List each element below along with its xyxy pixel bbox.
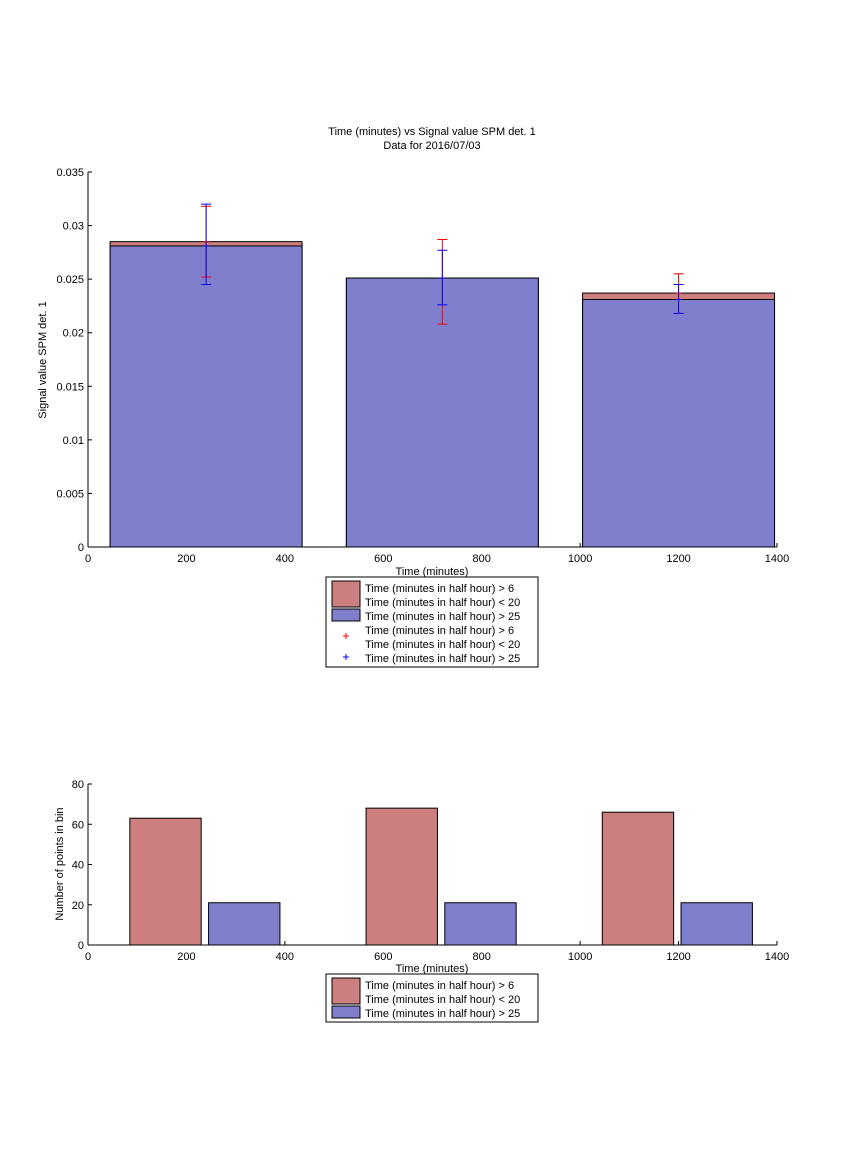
x-tick-label: 800 — [473, 553, 491, 565]
y-tick-label: 20 — [72, 900, 84, 912]
legend-box — [325, 973, 539, 1023]
y-tick-label: 40 — [72, 860, 84, 872]
x-tick-label: 1000 — [568, 553, 592, 565]
y-tick-label: 80 — [72, 779, 84, 791]
x-tick-label: 1200 — [666, 951, 690, 963]
legend-swatch — [331, 1005, 361, 1019]
bar-blue — [680, 902, 753, 946]
y-tick-label: 0 — [78, 542, 84, 554]
x-tick-label: 200 — [177, 553, 195, 565]
y-tick-label: 0.035 — [56, 167, 84, 179]
y-tick-label: 0.03 — [63, 221, 84, 233]
x-tick-label: 400 — [276, 553, 294, 565]
bar-red — [601, 811, 675, 946]
y-tick-label: 0.02 — [63, 328, 84, 340]
x-axis-label: Time (minutes) — [396, 963, 469, 975]
x-axis-label: Time (minutes) — [396, 566, 469, 578]
legend-box — [325, 576, 539, 668]
legend-swatch — [331, 580, 361, 608]
legend-label: Time (minutes in half hour) > 6 — [365, 625, 514, 637]
chart-title: Time (minutes) vs Signal value SPM det. … — [328, 126, 535, 138]
count-plot-area: 0 200 400 600 800 1000 1200 1400 0 20 40 60 80 — [72, 779, 789, 963]
x-tick-label: 0 — [85, 553, 91, 565]
bar-red — [129, 817, 202, 946]
y-tick-label: 0.005 — [56, 488, 84, 500]
legend-label: Time (minutes in half hour) > 25 — [365, 1008, 520, 1020]
count-chart: 0 200 400 600 800 1000 1200 1400 0 20 40 60 80 Time … — [54, 779, 789, 1023]
x-tick-label: 200 — [177, 951, 195, 963]
x-tick-label: 1400 — [765, 553, 789, 565]
bar-blue — [444, 902, 517, 946]
bar-red — [365, 807, 438, 946]
legend-label: Time (minutes in half hour) < 20 — [365, 639, 520, 651]
legend-swatch — [331, 608, 361, 622]
chart-subtitle: Data for 2016/07/03 — [383, 140, 480, 152]
x-tick-label: 1400 — [765, 951, 789, 963]
x-tick-label: 1000 — [568, 951, 592, 963]
legend-label: Time (minutes in half hour) < 20 — [365, 994, 520, 1006]
x-tick-label: 600 — [374, 951, 392, 963]
x-tick-label: 400 — [276, 951, 294, 963]
x-tick-label: 0 — [85, 951, 91, 963]
legend-label: Time (minutes in half hour) > 25 — [365, 611, 520, 623]
bar-blue — [109, 245, 303, 548]
y-axis-label: Number of points in bin — [54, 807, 66, 920]
y-tick-label: 0 — [78, 940, 84, 952]
legend-label: Time (minutes in half hour) > 6 — [365, 980, 514, 992]
signal-chart: Time (minutes) vs Signal value SPM det. … — [37, 126, 789, 668]
y-tick-label: 0.025 — [56, 274, 84, 286]
y-tick-label: 60 — [72, 819, 84, 831]
x-tick-label: 1200 — [666, 553, 690, 565]
x-tick-label: 600 — [374, 553, 392, 565]
y-tick-label: 0.015 — [56, 381, 84, 393]
count-legend: Time (minutes in half hour) > 6 Time (min… — [325, 973, 539, 1023]
legend-label: Time (minutes in half hour) > 25 — [365, 653, 520, 665]
bar-blue — [208, 902, 281, 946]
y-tick-label: 0.01 — [63, 435, 84, 447]
legend-swatch — [331, 977, 361, 1005]
legend-label: Time (minutes in half hour) > 6 — [365, 583, 514, 595]
signal-legend: Time (minutes in half hour) > 6 Time (min… — [325, 576, 539, 668]
y-axis-label: Signal value SPM det. 1 — [37, 301, 49, 418]
x-tick-label: 800 — [473, 951, 491, 963]
legend-label: Time (minutes in half hour) < 20 — [365, 597, 520, 609]
signal-plot-area: 0 200 400 600 800 1000 1200 1400 0 0.005 0.01 0.015… — [56, 167, 789, 565]
bar-blue — [582, 299, 776, 548]
